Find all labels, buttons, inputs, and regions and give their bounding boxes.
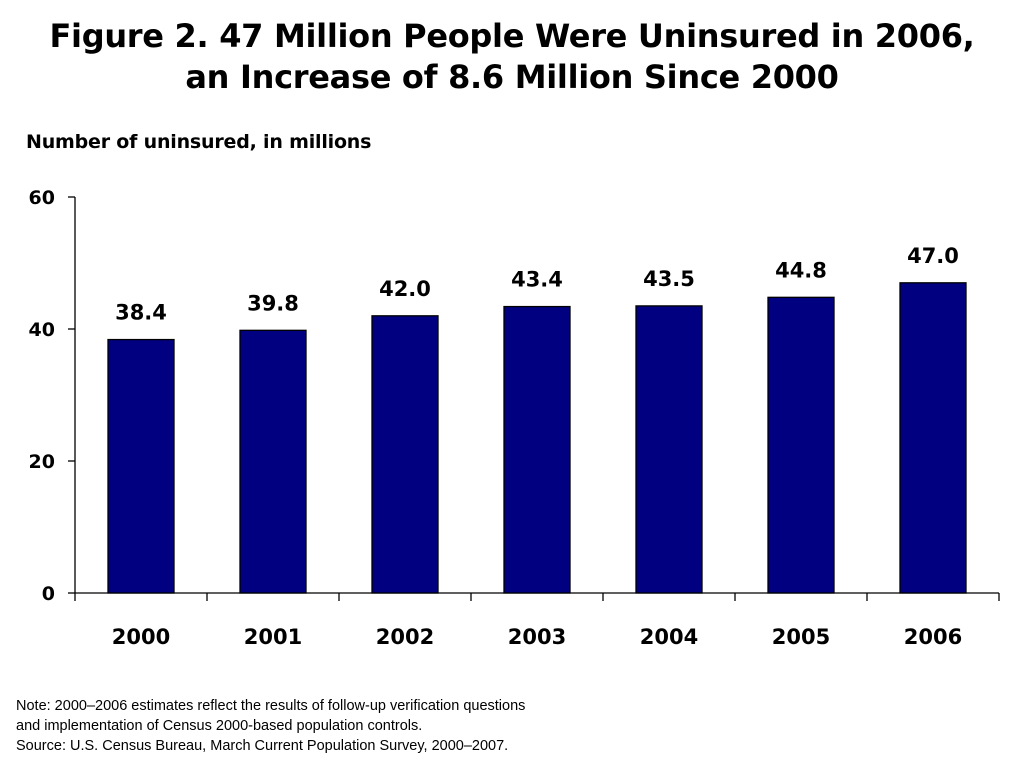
source-line: Source: U.S. Census Bureau, March Curren… <box>16 738 509 754</box>
bar <box>503 305 571 594</box>
bar <box>899 282 967 594</box>
bar-data-label: 43.4 <box>511 268 563 292</box>
bar-data-label: 38.4 <box>115 301 167 325</box>
x-tick-label: 2002 <box>376 625 434 649</box>
y-tick-label: 40 <box>29 319 55 341</box>
chart-bars <box>107 282 967 594</box>
y-axis-label: Number of uninsured, in millions <box>26 131 372 153</box>
x-tick-label: 2000 <box>112 625 170 649</box>
chart-axes: 0 20 40 60 2000 2001 2002 2003 2004 2005 2006 <box>29 187 1000 649</box>
bar <box>239 329 307 594</box>
bar-data-label: 43.5 <box>643 267 695 291</box>
y-tick-label: 60 <box>29 187 55 209</box>
chart-notes: Note: 2000–2006 estimates reflect the re… <box>16 696 525 756</box>
bar <box>107 338 175 594</box>
chart-title-line-2: an Increase of 8.6 Million Since 2000 <box>185 58 839 96</box>
chart-data-labels: 38.4 39.8 42.0 43.4 43.5 44.8 47.0 <box>115 244 959 325</box>
note-line: Note: 2000–2006 estimates reflect the re… <box>16 698 526 714</box>
bar-chart: 0 20 40 60 2000 2001 2002 2003 2004 2005 2006 38.4… <box>29 187 1000 649</box>
note-line: and implementation of Census 2000-based … <box>16 718 423 734</box>
y-tick-label: 20 <box>29 451 55 473</box>
x-tick-label: 2001 <box>244 625 302 649</box>
x-tick-label: 2005 <box>772 625 830 649</box>
bar-data-label: 39.8 <box>247 291 299 315</box>
bar-data-label: 44.8 <box>775 258 827 282</box>
bar <box>767 296 835 594</box>
chart-title: Figure 2. 47 Million People Were Uninsur… <box>0 16 1024 98</box>
y-tick-label: 0 <box>42 583 55 605</box>
x-tick-label: 2003 <box>508 625 566 649</box>
bar <box>371 315 439 594</box>
x-tick-label: 2004 <box>640 625 698 649</box>
bar <box>635 305 703 594</box>
bar-data-label: 42.0 <box>379 277 431 301</box>
chart-title-line-1: Figure 2. 47 Million People Were Uninsur… <box>49 17 975 55</box>
bar-data-label: 47.0 <box>907 244 959 268</box>
x-tick-label: 2006 <box>904 625 962 649</box>
